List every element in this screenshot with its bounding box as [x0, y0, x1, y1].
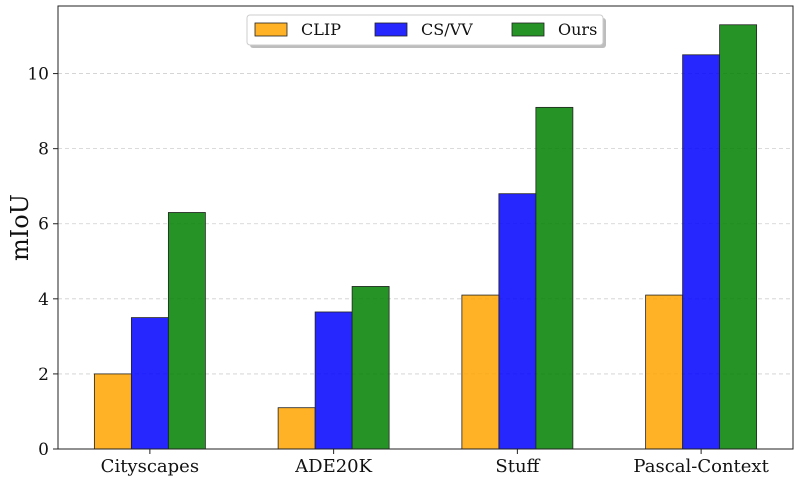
x-tick-label-2: Stuff: [495, 456, 540, 477]
bar-cs-vv-cityscapes: [130, 317, 169, 450]
legend-swatch-cs-vv: [374, 22, 408, 37]
x-tick-label-3: Pascal-Context: [633, 456, 769, 477]
y-tick-label-3: 6: [38, 215, 49, 235]
y-tick-label-2: 4: [38, 290, 49, 310]
y-tick-label-0: 0: [38, 440, 49, 460]
bar-ours-ade20k: [351, 286, 390, 450]
x-tick-label-1: ADE20K: [294, 456, 372, 477]
legend-box: [246, 14, 604, 46]
y-axis-ticks: 0 2 4 6 8 10: [27, 65, 58, 460]
bar-cs-vv-ade20k: [314, 311, 353, 450]
x-tick-label-0: Cityscapes: [101, 456, 199, 477]
bar-clip-cityscapes: [93, 373, 132, 450]
legend-swatch-ours: [511, 22, 545, 37]
bar-cs-vv-stuff: [498, 193, 537, 450]
legend-label-cs-vv: CS/VV: [421, 20, 473, 39]
legend-swatch-clip: [254, 22, 288, 37]
x-axis-ticks: Cityscapes ADE20K Stuff Pascal-Context: [101, 449, 770, 477]
bar-cs-vv-pascal-context: [682, 54, 721, 450]
y-axis-label: mIoU: [6, 194, 34, 261]
bar-clip-ade20k: [277, 407, 316, 450]
y-tick-label-1: 2: [38, 365, 49, 385]
legend-label-ours: Ours: [558, 20, 597, 39]
bar-ours-pascal-context: [719, 24, 758, 450]
legend-label-clip: CLIP: [301, 20, 341, 39]
bar-ours-stuff: [535, 106, 574, 450]
y-tick-label-4: 8: [38, 140, 49, 160]
y-tick-label-5: 10: [27, 65, 49, 85]
bar-clip-pascal-context: [645, 294, 684, 450]
legend: CLIP CS/VV Ours: [246, 14, 606, 48]
plot-frame: [57, 5, 794, 450]
bar-ours-cityscapes: [167, 212, 206, 450]
bars: [93, 24, 758, 450]
bar-clip-stuff: [461, 294, 500, 450]
